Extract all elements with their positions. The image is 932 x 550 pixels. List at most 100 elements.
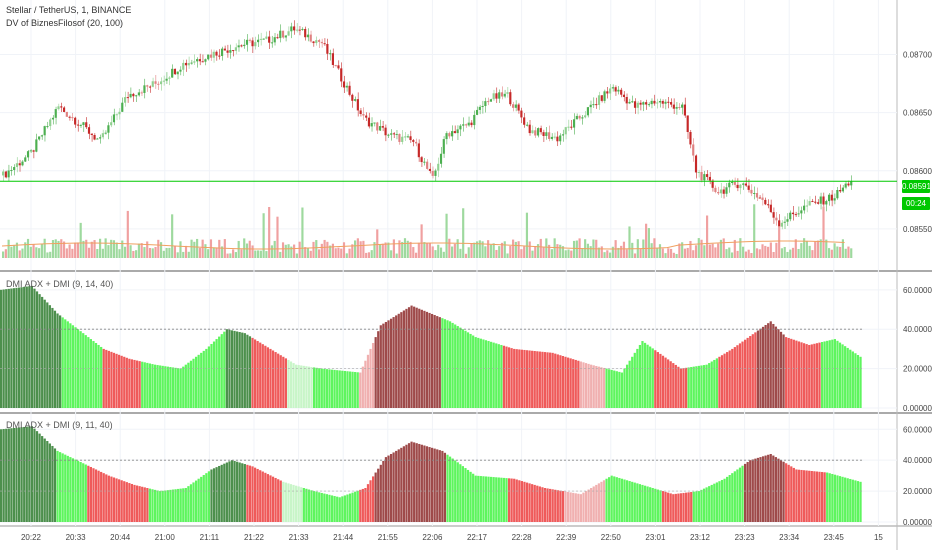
- dmi-bar: [351, 492, 354, 522]
- dmi-bar: [731, 348, 734, 408]
- volume-bar: [633, 253, 637, 258]
- dmi-bar: [146, 362, 149, 408]
- dmi-bar: [128, 358, 131, 408]
- dmi-bar: [33, 428, 36, 522]
- dmi-bar: [431, 447, 434, 522]
- candle-body: [528, 124, 531, 134]
- dmi-bar: [264, 472, 267, 522]
- volume-bar: [625, 249, 628, 258]
- dmi-bar: [174, 367, 177, 408]
- volume-bar: [445, 213, 448, 258]
- candle-body: [725, 187, 728, 194]
- dmi-bar: [323, 493, 326, 522]
- candle-body: [800, 210, 803, 214]
- dmi-bar: [546, 488, 549, 522]
- dmi-bar: [584, 363, 588, 408]
- volume-bar: [489, 244, 492, 258]
- candle-body: [251, 40, 254, 47]
- volume-bar: [520, 249, 523, 258]
- volume-bar: [839, 246, 842, 258]
- dmi-bar: [92, 468, 95, 522]
- volume-bar: [714, 247, 717, 258]
- volume-bar: [409, 241, 412, 258]
- volume-bar: [71, 248, 74, 258]
- dmi-bar: [718, 481, 721, 522]
- volume-bar: [464, 253, 468, 258]
- dmi-pane-1[interactable]: [0, 285, 862, 408]
- dmi-bar: [659, 353, 662, 408]
- dmi-bar: [200, 352, 203, 408]
- dmi-bar: [151, 489, 154, 522]
- dmi-bar: [428, 312, 431, 408]
- candle-body: [609, 88, 612, 94]
- candle-body: [439, 153, 443, 164]
- candle-body: [423, 161, 426, 163]
- volume-bar: [487, 240, 490, 258]
- dmi-bar: [395, 315, 398, 408]
- dmi-bar: [854, 480, 857, 522]
- dmi-bar: [466, 332, 470, 408]
- volume-bar: [10, 246, 13, 258]
- candle-body: [90, 133, 93, 136]
- volume-bar: [115, 242, 118, 258]
- dmi-bar: [708, 486, 711, 522]
- volume-bar: [542, 247, 545, 258]
- dmi-bar: [233, 460, 236, 522]
- dmi-bar: [76, 329, 80, 408]
- dmi-bar: [741, 341, 744, 408]
- dmi-bar: [41, 296, 44, 408]
- dmi-bar: [295, 364, 298, 408]
- price-pane[interactable]: [0, 20, 897, 258]
- dmi-bar: [826, 340, 829, 408]
- dmi-bar: [402, 446, 405, 522]
- volume-bar: [744, 251, 747, 258]
- volume-bar: [730, 252, 734, 258]
- candle-body: [805, 205, 808, 207]
- volume-bar: [378, 244, 382, 258]
- dmi-bar: [20, 287, 23, 408]
- dmi-bar: [849, 349, 852, 408]
- time-tick-label: 20:44: [110, 533, 131, 542]
- candle-body: [151, 81, 154, 87]
- volume-bar: [850, 248, 853, 258]
- dmi-tick-label: 40.00000: [903, 325, 932, 334]
- dmi-bar: [118, 354, 121, 408]
- dmi-bar: [212, 468, 216, 522]
- dmi-bar: [792, 467, 795, 522]
- candle-body: [317, 40, 321, 42]
- dmi-bar: [477, 337, 480, 408]
- dmi-bar: [566, 491, 570, 522]
- candle-body: [85, 122, 88, 128]
- candle-body: [143, 85, 146, 93]
- dmi-bar: [625, 364, 629, 408]
- dmi-bar: [169, 489, 172, 522]
- candle-body: [717, 192, 720, 194]
- candle-body: [281, 30, 285, 38]
- dmi-pane-2[interactable]: [0, 426, 862, 522]
- candle-body: [331, 53, 335, 65]
- dmi-bar: [279, 355, 282, 408]
- candle-body: [556, 136, 559, 142]
- candle-body: [739, 184, 742, 189]
- dmi-bar: [656, 352, 659, 408]
- dmi-bar: [264, 345, 267, 408]
- dmi-bar: [130, 483, 134, 522]
- dmi-tick-label: 60.00000: [903, 425, 932, 434]
- volume-bar: [667, 248, 670, 258]
- time-tick-label: 21:22: [244, 533, 265, 542]
- volume-bar: [351, 244, 354, 258]
- dmi-bar: [289, 361, 293, 408]
- candle-body: [814, 201, 817, 203]
- dmi-bar: [100, 471, 103, 522]
- dmi-bar: [66, 321, 69, 408]
- dmi-bar: [423, 310, 426, 408]
- dmi-bar: [679, 368, 683, 408]
- volume-bar: [112, 240, 116, 258]
- candle-body: [589, 104, 592, 108]
- candle-body: [248, 39, 251, 41]
- dmi-bar: [135, 485, 139, 522]
- dmi-bar: [315, 491, 318, 522]
- volume-bar: [232, 249, 235, 258]
- candle-body: [669, 102, 673, 105]
